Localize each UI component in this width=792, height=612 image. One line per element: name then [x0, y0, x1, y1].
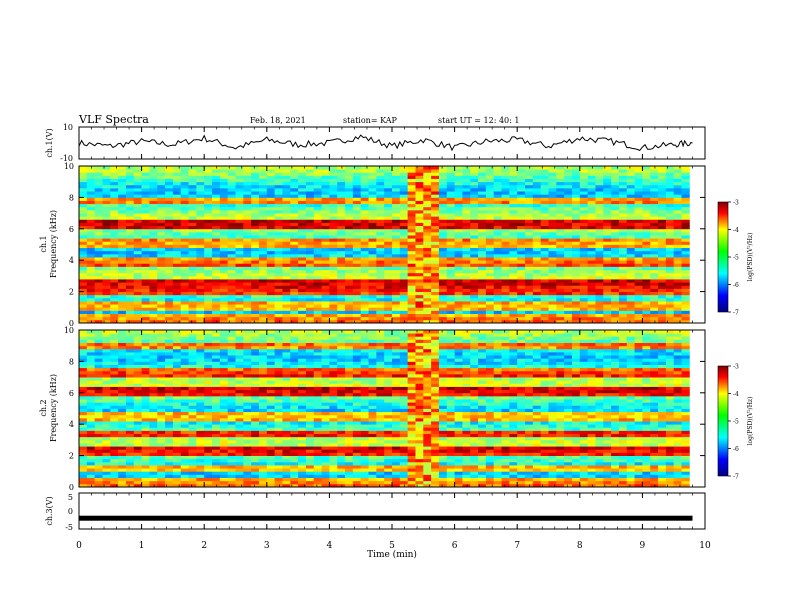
time-tick-label: 6	[452, 541, 458, 551]
ch1-colorbar-bar	[717, 201, 729, 313]
colorbar-tick-label: -5	[733, 255, 739, 262]
colorbar-tick-label: -7	[733, 474, 739, 481]
colorbar-tick-label: -7	[733, 310, 739, 317]
ch1-spectrogram-image	[79, 166, 690, 324]
ch2-spectrogram-image	[79, 330, 690, 488]
ch2-ylabel-frequency: Frequency (kHz)	[49, 374, 58, 442]
time-tick-label: 9	[640, 541, 646, 551]
spectrogram-ytick-label: 10	[64, 162, 74, 171]
ch1-waveform-panel: 10 -10 ch.1(V)	[45, 123, 706, 163]
ch3-waveform-frame	[78, 492, 706, 530]
ch2-colorbar-label: log(PSD)(V²/Hz)	[747, 397, 754, 446]
ch3-ytick-middle: 0	[68, 507, 73, 516]
time-tick-label: 8	[577, 541, 583, 551]
colorbar-tick-label: -5	[733, 419, 739, 426]
ch1-ylabel-frequency: Frequency (kHz)	[49, 210, 58, 278]
colorbar-tick-label: -3	[733, 364, 739, 371]
ch1-ylabel-channel: ch.1	[39, 235, 48, 252]
time-tick-label: 1	[139, 541, 145, 551]
ch2-colorbar-bar	[717, 365, 729, 477]
time-tick-label: 3	[264, 541, 270, 551]
colorbar-tick-label: -6	[733, 282, 739, 289]
ch1-ytick-bottom: -10	[60, 154, 73, 163]
time-tick-label: 5	[389, 541, 395, 551]
time-tick-label: 4	[327, 541, 333, 551]
colorbar-tick-label: -3	[733, 200, 739, 207]
ch1-ytick-top: 10	[63, 123, 73, 132]
spectrogram-ytick-label: 2	[69, 288, 74, 297]
ch2-spectrogram-panel: 0 2 4 6 8 10 ch.2 Frequency (kHz)	[39, 326, 706, 492]
ch2-ylabel-channel: ch.2	[39, 399, 48, 416]
ch1-colorbar-label: log(PSD)(V²/Hz)	[747, 233, 754, 282]
spectrogram-ytick-label: 6	[69, 225, 74, 234]
time-tick-label: 10	[699, 541, 711, 551]
time-tick-label: 2	[201, 541, 207, 551]
spectrogram-ytick-label: 0	[69, 319, 74, 328]
spectrogram-ytick-label: 8	[69, 357, 74, 366]
ch3-ytick-bottom: -5	[65, 523, 73, 532]
colorbar-tick-label: -4	[733, 391, 739, 398]
ch3-ytick-top: 5	[68, 493, 73, 502]
ch1-ylabel: ch.1(V)	[45, 128, 54, 157]
spectrogram-ytick-label: 4	[69, 420, 74, 429]
station-label: station= KAP	[343, 116, 398, 125]
date-label: Feb. 18, 2021	[250, 116, 306, 125]
spectrogram-ytick-label: 10	[64, 326, 74, 335]
time-tick-label: 0	[76, 541, 82, 551]
time-tick-label: 7	[514, 541, 520, 551]
ch1-spectrogram-panel: 0 2 4 6 8 10 ch.1 Frequency (kHz)	[39, 162, 706, 328]
ch3-ylabel: ch.3(V)	[45, 496, 54, 525]
figure-title: VLF Spectra	[78, 113, 149, 126]
colorbar-tick-label: -4	[733, 227, 739, 234]
ch3-waveform-panel: 5 0 -5 ch.3(V)	[45, 492, 706, 532]
spectrogram-ytick-label: 6	[69, 389, 74, 398]
spectrogram-ytick-label: 0	[69, 483, 74, 492]
spectrogram-ytick-label: 2	[69, 452, 74, 461]
ch1-waveform-line	[78, 134, 693, 152]
ch3-waveform-band	[79, 515, 693, 521]
colorbar-tick-label: -6	[733, 446, 739, 453]
time-axis-label: Time (min)	[367, 549, 417, 560]
ch2-colorbar: -3 -4 -5 -6 -7 log(PSD)(V²/Hz)	[717, 364, 754, 481]
ch1-colorbar: -3 -4 -5 -6 -7 log(PSD)(V²/Hz)	[717, 200, 754, 317]
spectrogram-ytick-label: 4	[69, 256, 74, 265]
spectrogram-ytick-label: 8	[69, 193, 74, 202]
time-axis: 0 1 2 3 4 5 6 7 8 9 10	[76, 127, 711, 551]
start-time-label: start UT = 12: 40: 1	[438, 116, 519, 125]
